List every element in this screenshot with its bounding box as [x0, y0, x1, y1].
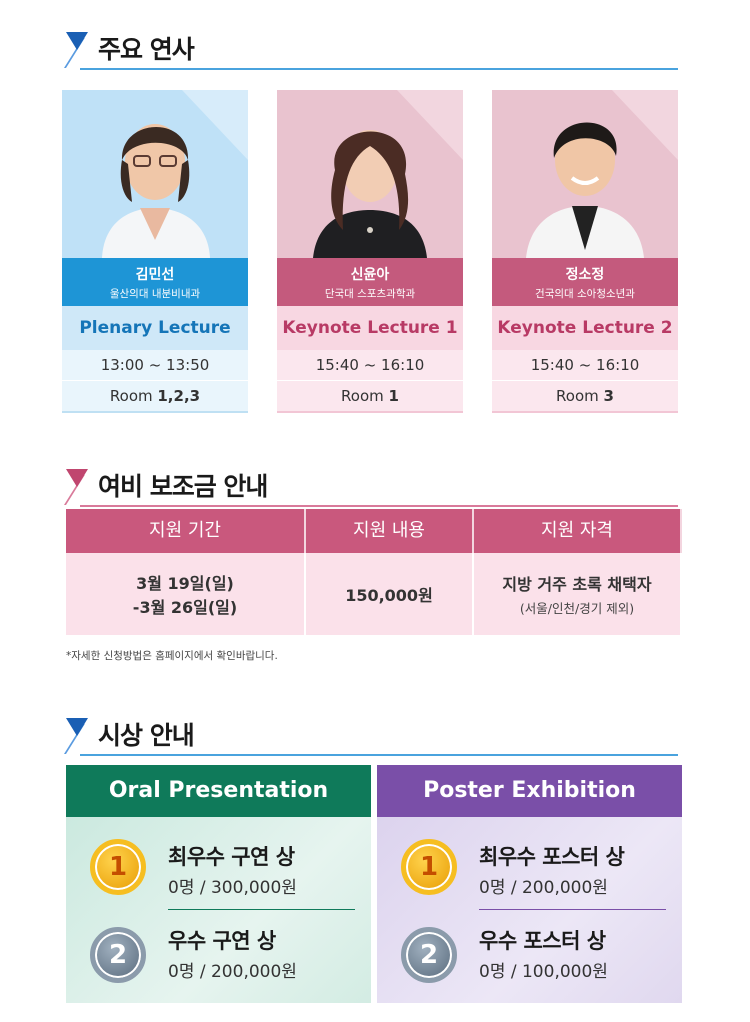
cell-period: 3월 19일(일) -3월 26일(일) — [66, 553, 306, 635]
lecture-title: Plenary Lecture — [62, 306, 248, 350]
amount-value: 150,000원 — [345, 586, 433, 605]
awards-section-header: 시상 안내 — [62, 716, 678, 756]
period-line-2: -3월 26일(일) — [132, 598, 238, 617]
lecture-title: Keynote Lecture 2 — [492, 306, 678, 350]
award-divider — [168, 909, 355, 910]
gold-medal-icon: 1 — [401, 839, 457, 895]
speakers-section-header: 주요 연사 — [62, 30, 678, 70]
poster-award-body: 1 최우수 포스터 상 0명 / 200,000원 2 우수 포스터 상 0명 … — [377, 817, 682, 1003]
speaker-card-1: 김민선 울산의대 내분비내과 Plenary Lecture 13:00 ~ 1… — [62, 90, 248, 413]
oral-award-header: Oral Presentation — [66, 765, 371, 817]
triangle-icon — [66, 32, 88, 50]
award-value: 0명 / 300,000원 — [168, 878, 297, 898]
speaker-name: 김민선 — [135, 267, 175, 283]
award-title: 우수 구연 상 — [168, 929, 276, 953]
header-rule — [80, 754, 678, 756]
subsidy-section-header: 여비 보조금 안내 — [62, 467, 678, 507]
triangle-icon — [66, 469, 88, 487]
header-qualification: 지원 자격 — [474, 509, 682, 553]
speaker-affiliation: 울산의대 내분비내과 — [109, 288, 201, 300]
subsidy-title: 여비 보조금 안내 — [98, 472, 268, 501]
subsidy-table-header: 지원 기간 지원 내용 지원 자격 — [66, 509, 682, 553]
lecture-room: Room 1 — [277, 381, 463, 413]
poster-award-header: Poster Exhibition — [377, 765, 682, 817]
lecture-time: 15:40 ~ 16:10 — [277, 350, 463, 381]
speaker-photo — [492, 90, 678, 258]
lecture-time: 15:40 ~ 16:10 — [492, 350, 678, 381]
silver-medal-icon: 2 — [401, 927, 457, 983]
qualification-text: 지방 거주 초록 채택자 — [502, 575, 652, 594]
oral-award-card: Oral Presentation 1 최우수 구연 상 0명 / 300,00… — [66, 765, 371, 1003]
period-line-1: 3월 19일(일) — [136, 574, 234, 593]
subsidy-table-row: 3월 19일(일) -3월 26일(일) 150,000원 지방 거주 초록 채… — [66, 553, 682, 635]
cell-qualification: 지방 거주 초록 채택자 (서울/인천/경기 제외) — [474, 553, 682, 635]
speaker-affiliation: 단국대 스포츠과학과 — [324, 288, 416, 300]
speaker-photo — [277, 90, 463, 258]
subsidy-table: 지원 기간 지원 내용 지원 자격 3월 19일(일) -3월 26일(일) 1… — [66, 509, 682, 635]
award-value: 0명 / 200,000원 — [168, 962, 297, 982]
triangle-icon — [66, 718, 88, 736]
speaker-name-band: 정소정 건국의대 소아청소년과 — [492, 258, 678, 306]
header-period: 지원 기간 — [66, 509, 306, 553]
award-divider — [479, 909, 666, 910]
speaker-affiliation: 건국의대 소아청소년과 — [535, 288, 635, 300]
speaker-card-2: 신윤아 단국대 스포츠과학과 Keynote Lecture 1 15:40 ~… — [277, 90, 463, 413]
lecture-room: Room 3 — [492, 381, 678, 413]
lecture-time: 13:00 ~ 13:50 — [62, 350, 248, 381]
speaker-card-3: 정소정 건국의대 소아청소년과 Keynote Lecture 2 15:40 … — [492, 90, 678, 413]
speaker-photo — [62, 90, 248, 258]
header-amount: 지원 내용 — [306, 509, 474, 553]
silver-medal-icon: 2 — [90, 927, 146, 983]
awards-title: 시상 안내 — [98, 721, 195, 750]
qualification-note: (서울/인천/경기 제외) — [519, 601, 635, 616]
subsidy-footnote: *자세한 신청방법은 홈페이지에서 확인바랍니다. — [66, 650, 278, 662]
gold-medal-icon: 1 — [90, 839, 146, 895]
speaker-name: 신윤아 — [350, 267, 390, 283]
award-value: 0명 / 100,000원 — [479, 962, 608, 982]
award-title: 최우수 구연 상 — [168, 845, 295, 869]
oral-award-body: 1 최우수 구연 상 0명 / 300,000원 2 우수 구연 상 0명 / … — [66, 817, 371, 1003]
speaker-name-band: 신윤아 단국대 스포츠과학과 — [277, 258, 463, 306]
header-rule — [80, 505, 678, 507]
award-value: 0명 / 200,000원 — [479, 878, 608, 898]
award-title: 우수 포스터 상 — [479, 929, 606, 953]
speaker-name: 정소정 — [565, 267, 605, 283]
cell-amount: 150,000원 — [306, 553, 474, 635]
header-rule — [80, 68, 678, 70]
lecture-title: Keynote Lecture 1 — [277, 306, 463, 350]
poster-award-card: Poster Exhibition 1 최우수 포스터 상 0명 / 200,0… — [377, 765, 682, 1003]
speakers-title: 주요 연사 — [98, 35, 195, 64]
lecture-room: Room 1,2,3 — [62, 381, 248, 413]
award-title: 최우수 포스터 상 — [479, 845, 625, 869]
speaker-name-band: 김민선 울산의대 내분비내과 — [62, 258, 248, 306]
